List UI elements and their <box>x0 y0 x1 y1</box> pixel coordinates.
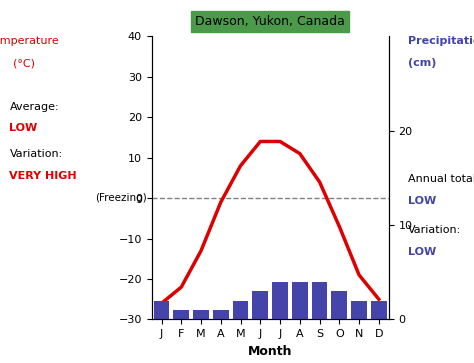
Bar <box>292 282 308 319</box>
Text: Variation:: Variation: <box>408 225 461 235</box>
Text: (Freezing): (Freezing) <box>95 193 147 203</box>
Text: Temperature: Temperature <box>0 36 59 46</box>
Text: Dawson, Yukon, Canada: Dawson, Yukon, Canada <box>195 15 345 28</box>
Text: VERY HIGH: VERY HIGH <box>9 171 77 181</box>
Text: Variation:: Variation: <box>9 149 63 159</box>
Bar <box>193 310 209 319</box>
Text: Precipitation: Precipitation <box>408 36 474 46</box>
Bar <box>173 310 189 319</box>
Bar <box>252 291 268 319</box>
Bar <box>154 301 169 319</box>
Text: LOW: LOW <box>9 123 38 134</box>
Text: Annual total:: Annual total: <box>408 174 474 184</box>
Bar <box>311 282 328 319</box>
Bar <box>351 301 367 319</box>
Bar <box>371 301 387 319</box>
Text: (cm): (cm) <box>408 58 436 68</box>
Text: LOW: LOW <box>408 247 436 257</box>
Text: Average:: Average: <box>9 102 59 112</box>
Bar <box>331 291 347 319</box>
Text: LOW: LOW <box>408 196 436 206</box>
Text: (°C): (°C) <box>13 58 35 68</box>
Bar <box>272 282 288 319</box>
Bar <box>213 310 228 319</box>
X-axis label: Month: Month <box>248 345 292 358</box>
Bar <box>233 301 248 319</box>
